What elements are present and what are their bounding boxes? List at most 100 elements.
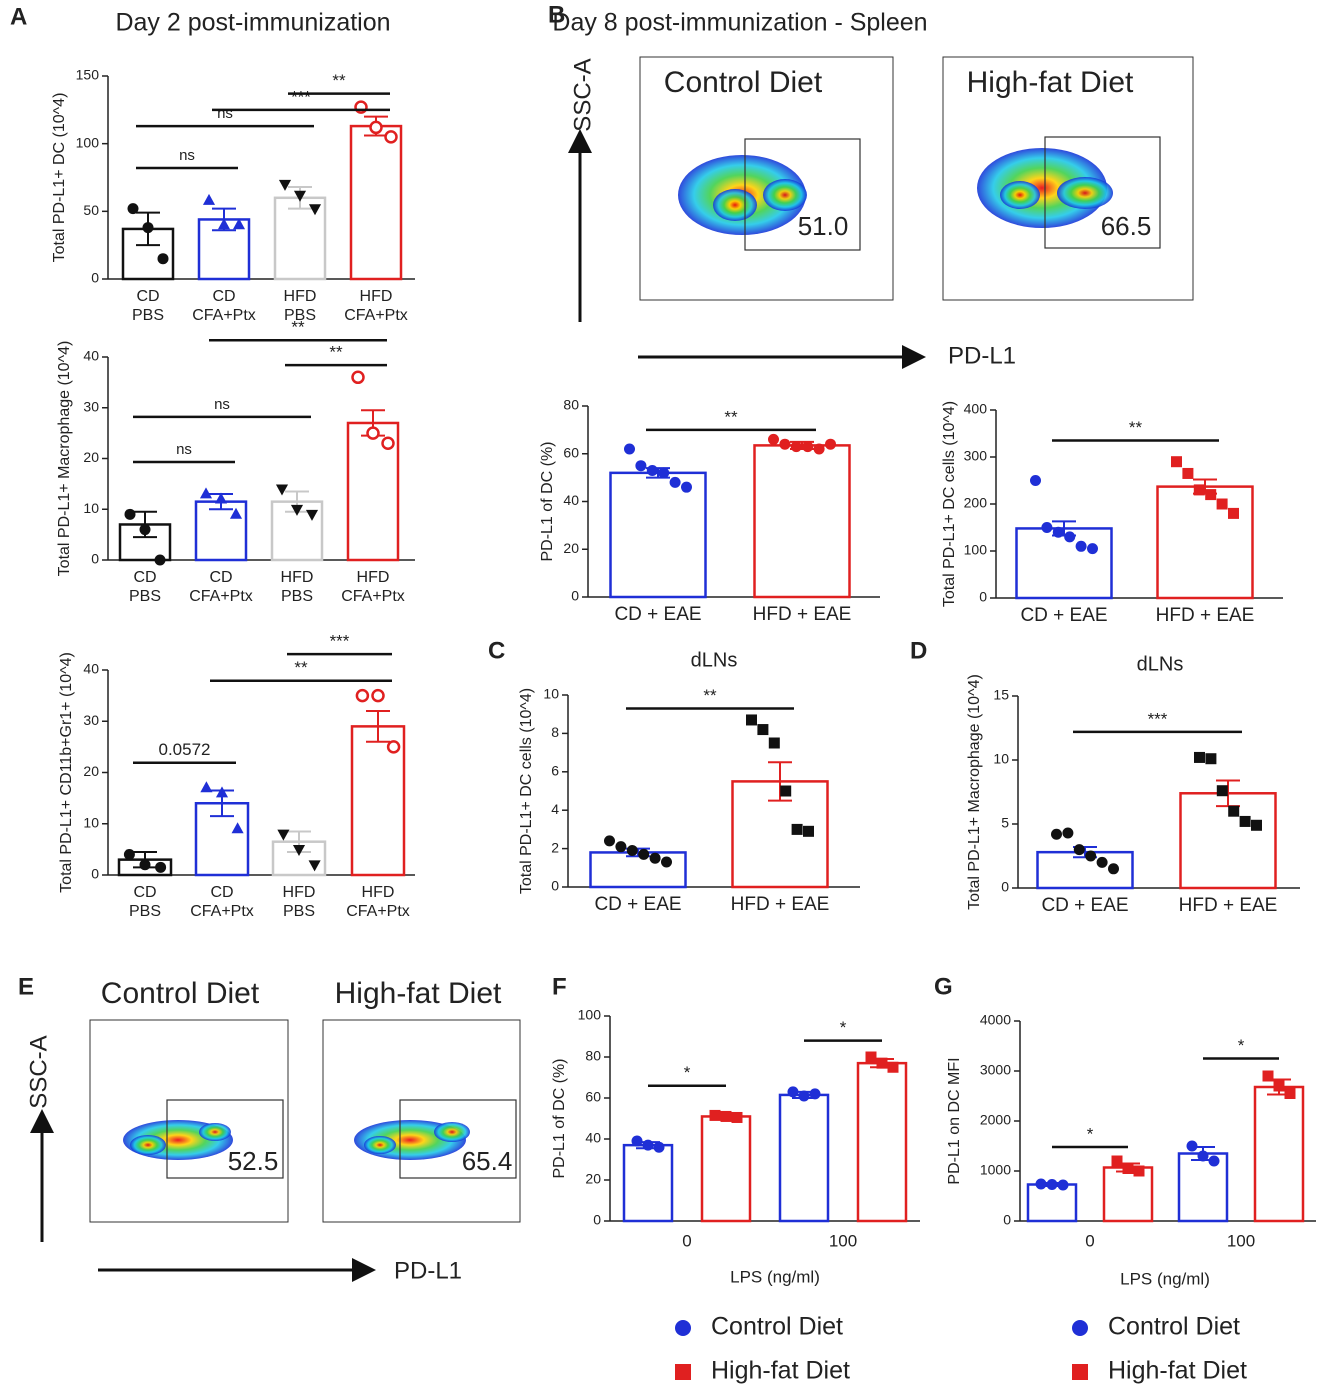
flow-plot-title: High-fat Diet	[335, 977, 502, 1010]
y-tick-label: 8	[551, 724, 559, 740]
flow-x-label: PD-L1	[394, 1257, 462, 1284]
data-point	[865, 1051, 877, 1063]
data-point	[638, 848, 650, 860]
density-blob	[977, 148, 1107, 228]
bar	[609, 471, 707, 599]
data-point	[200, 781, 213, 793]
significance-label: **	[703, 686, 717, 705]
x-tick-label: PBS	[283, 903, 315, 920]
significance-label: *	[1238, 1036, 1245, 1055]
data-point	[624, 443, 635, 455]
data-point	[1030, 475, 1041, 486]
data-point	[1208, 1155, 1220, 1167]
data-point	[813, 443, 825, 455]
y-tick-label: 150	[76, 67, 100, 83]
gate-value: 66.5	[1101, 211, 1152, 241]
gate	[744, 138, 861, 251]
y-tick-label: 0	[91, 866, 99, 882]
x-tick-label: HFD	[357, 569, 390, 586]
data-point	[215, 786, 229, 798]
y-tick-label: 50	[83, 202, 99, 218]
data-point	[202, 193, 216, 205]
data-point	[1122, 1163, 1134, 1174]
density-blob	[1000, 181, 1040, 209]
y-tick-label: 10	[993, 751, 1009, 767]
data-point	[731, 1111, 743, 1123]
y-tick-label: 20	[83, 449, 99, 465]
data-point	[649, 852, 661, 864]
flow-title: Day 8 post-immunization - Spleen	[552, 9, 927, 37]
data-point	[1262, 1070, 1274, 1082]
y-axis-label: PD-L1 on DC MFI	[946, 1057, 963, 1184]
data-point	[626, 845, 638, 857]
data-point	[1205, 489, 1217, 501]
y-axis-label: PD-L1 of DC (%)	[539, 441, 556, 561]
data-point	[1133, 1165, 1145, 1177]
y-tick-label: 40	[585, 1130, 601, 1146]
flow-frame	[639, 56, 894, 301]
y-tick-label: 4000	[980, 1012, 1011, 1028]
x-tick-label: 100	[1227, 1231, 1255, 1250]
x-tick-label: CD + EAE	[594, 894, 681, 915]
data-point	[1072, 1364, 1088, 1380]
x-tick-label: HFD	[360, 288, 393, 305]
data-point	[768, 433, 779, 445]
data-point	[1051, 828, 1062, 840]
significance-label: ***	[291, 87, 311, 106]
data-point	[1228, 507, 1239, 519]
x-tick-label: CD	[133, 569, 156, 586]
y-axis-label: Total PD-L1+ CD11b+Gr1+ (10^4)	[58, 652, 75, 893]
x-tick-label: HFD + EAE	[753, 604, 852, 625]
significance-label: ns	[214, 396, 230, 413]
chart-title: dLNs	[691, 649, 738, 671]
significance-label: **	[294, 658, 308, 677]
bar	[700, 1115, 752, 1223]
data-point	[308, 204, 322, 216]
x-tick-label: CD + EAE	[614, 604, 701, 625]
data-point	[803, 825, 814, 837]
data-point	[1171, 456, 1182, 468]
data-point	[1228, 805, 1240, 817]
panel-label: E	[18, 973, 34, 1000]
bar	[589, 851, 687, 889]
data-point	[290, 504, 304, 516]
data-point	[278, 179, 292, 191]
data-point	[615, 841, 627, 853]
data-point	[1087, 543, 1098, 555]
y-tick-label: 100	[76, 134, 100, 150]
y-tick-label: 0	[1003, 1212, 1011, 1228]
data-point	[604, 835, 615, 847]
x-tick-label: PBS	[281, 588, 313, 605]
data-point	[1052, 526, 1064, 538]
flow-frame	[322, 1019, 521, 1223]
panel-label: F	[552, 973, 567, 1000]
x-tick-label: HFD + EAE	[1156, 605, 1255, 626]
y-tick-label: 80	[563, 397, 579, 413]
chart-title: Day 2 post-immunization	[115, 9, 390, 37]
y-tick-label: 0	[1001, 879, 1009, 895]
x-tick-label: HFD + EAE	[731, 894, 830, 915]
bar	[622, 1143, 674, 1223]
y-tick-label: 5	[1001, 815, 1009, 831]
data-point	[155, 861, 167, 873]
gate	[1044, 136, 1161, 249]
data-point	[381, 436, 395, 451]
x-tick-label: CD + EAE	[1041, 895, 1128, 916]
gate	[166, 1099, 284, 1179]
x-tick-label: CD	[209, 569, 232, 586]
data-point	[642, 1139, 654, 1151]
data-point	[675, 1320, 691, 1336]
y-tick-label: 2000	[980, 1112, 1011, 1128]
data-point	[142, 222, 154, 234]
data-point	[351, 370, 365, 385]
y-tick-label: 4	[551, 801, 559, 817]
x-tick-label: CFA+Ptx	[190, 903, 254, 920]
x-tick-label: HFD	[283, 884, 316, 901]
panel-label: D	[910, 637, 927, 664]
data-point	[825, 438, 836, 450]
data-point	[635, 460, 647, 472]
significance-label: ***	[330, 632, 350, 651]
panel-label: B	[548, 1, 565, 28]
y-tick-label: 10	[83, 500, 99, 516]
x-tick-label: CFA+Ptx	[341, 588, 405, 605]
